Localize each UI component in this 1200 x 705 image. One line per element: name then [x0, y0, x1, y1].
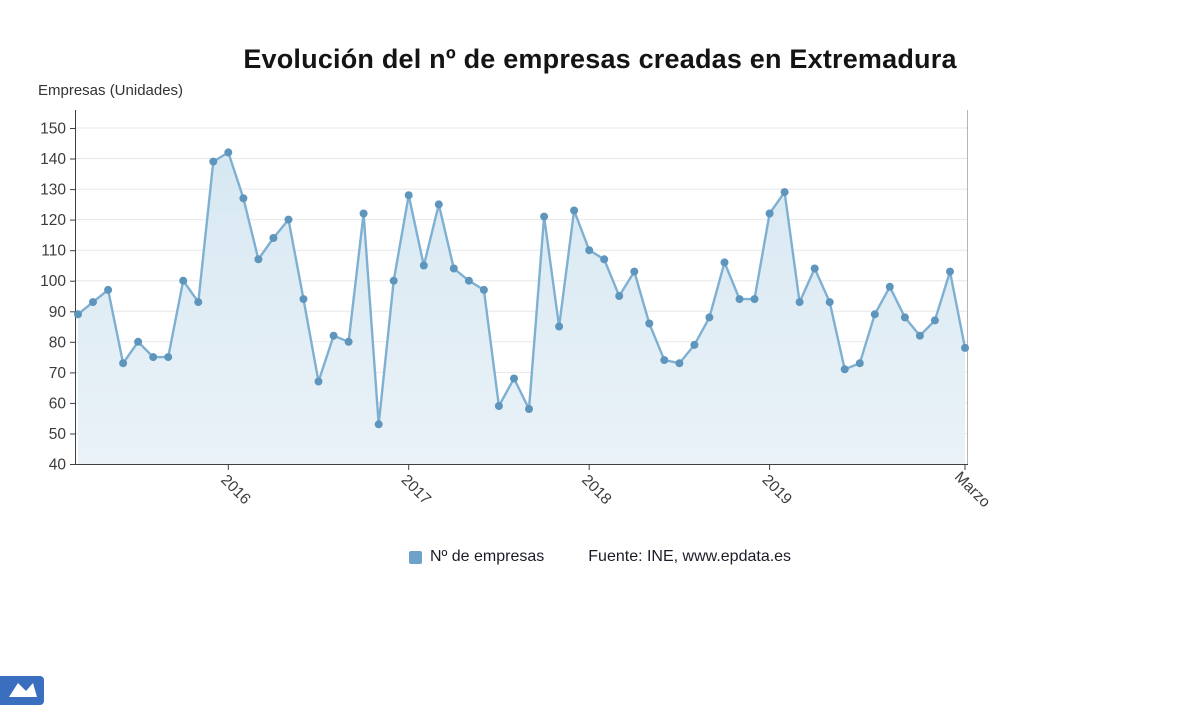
data-point[interactable] — [540, 212, 549, 221]
data-point[interactable] — [254, 255, 263, 264]
data-point[interactable] — [795, 298, 804, 307]
data-point[interactable] — [119, 359, 128, 368]
data-point[interactable] — [555, 322, 564, 331]
data-point[interactable] — [510, 374, 518, 383]
legend-marker-icon — [408, 550, 422, 564]
data-point[interactable] — [720, 258, 729, 267]
x-tick-label: 2018 — [578, 472, 614, 508]
data-point[interactable] — [479, 285, 488, 294]
data-point[interactable] — [840, 365, 849, 374]
y-tick-label: 120 — [40, 212, 66, 229]
y-tick-label: 90 — [49, 304, 67, 321]
data-point[interactable] — [314, 377, 323, 386]
data-point[interactable] — [239, 194, 248, 203]
x-tick-label: 2019 — [759, 472, 795, 508]
source-text: Fuente: INE, www.epdata.es — [588, 548, 792, 565]
data-point[interactable] — [765, 209, 774, 218]
data-point[interactable] — [780, 188, 789, 197]
data-point[interactable] — [209, 157, 218, 166]
data-point[interactable] — [810, 264, 819, 273]
x-tick-label: Marzo — [951, 469, 993, 511]
data-point[interactable] — [675, 359, 684, 368]
y-tick-label: 100 — [40, 273, 66, 290]
legend: Nº de empresas Fuente: INE, www.epdata.e… — [0, 548, 1200, 566]
y-axis-unit-label: Empresas (Unidades) — [38, 82, 184, 99]
epdata-logo — [0, 676, 44, 705]
data-point[interactable] — [149, 353, 158, 362]
data-point[interactable] — [930, 316, 939, 325]
data-point[interactable] — [419, 261, 428, 270]
data-point[interactable] — [164, 353, 173, 362]
data-point[interactable] — [946, 267, 954, 276]
data-point[interactable] — [750, 295, 759, 304]
data-point[interactable] — [600, 255, 609, 264]
data-point[interactable] — [389, 276, 398, 285]
data-point[interactable] — [915, 331, 924, 340]
page-title: Evolución del nº de empresas creadas en … — [243, 44, 957, 75]
data-point[interactable] — [299, 295, 308, 304]
data-point[interactable] — [825, 298, 834, 307]
epdata-logo-mark-icon — [9, 683, 37, 697]
data-point[interactable] — [900, 313, 909, 322]
data-point[interactable] — [494, 402, 503, 410]
x-tick-label: 2017 — [398, 472, 434, 508]
data-point[interactable] — [630, 267, 639, 276]
y-tick-label: 50 — [49, 426, 67, 443]
data-point[interactable] — [269, 234, 278, 242]
data-point[interactable] — [359, 209, 368, 218]
y-tick-label: 110 — [41, 243, 66, 260]
data-point[interactable] — [690, 340, 699, 349]
data-point[interactable] — [885, 282, 894, 291]
legend-label: Nº de empresas — [429, 548, 545, 565]
data-point[interactable] — [194, 298, 203, 307]
y-tick-label: 60 — [49, 395, 67, 412]
data-point[interactable] — [224, 148, 233, 157]
data-point[interactable] — [449, 264, 458, 273]
data-point[interactable] — [570, 206, 579, 215]
data-point[interactable] — [179, 276, 188, 285]
data-point[interactable] — [284, 215, 293, 224]
data-point[interactable] — [705, 313, 714, 322]
data-point[interactable] — [525, 405, 533, 413]
data-point[interactable] — [615, 292, 624, 300]
data-point[interactable] — [735, 295, 744, 304]
x-tick-label: 2016 — [217, 472, 253, 508]
data-point[interactable] — [434, 200, 443, 209]
data-point[interactable] — [961, 343, 969, 352]
y-tick-label: 40 — [49, 457, 67, 474]
data-point[interactable] — [89, 298, 97, 307]
y-tick-label: 150 — [40, 121, 66, 138]
line-chart: 40 50 60 70 80 90 100 110 120 130 140 150 2016 2017 20… — [40, 110, 993, 511]
y-tick-label: 130 — [40, 182, 66, 199]
data-point[interactable] — [374, 420, 383, 429]
area-fill — [78, 152, 965, 464]
y-tick-label: 140 — [40, 151, 66, 168]
data-point[interactable] — [344, 337, 353, 346]
data-point[interactable] — [645, 319, 654, 328]
data-point[interactable] — [870, 310, 879, 319]
data-point[interactable] — [855, 359, 864, 368]
y-tick-label: 70 — [49, 365, 67, 382]
data-point[interactable] — [104, 285, 113, 294]
data-point[interactable] — [585, 246, 594, 255]
data-point[interactable] — [74, 310, 82, 319]
data-point[interactable] — [464, 276, 473, 285]
data-point[interactable] — [660, 356, 669, 365]
data-point[interactable] — [134, 337, 143, 346]
data-point[interactable] — [329, 331, 338, 340]
data-point[interactable] — [404, 191, 413, 200]
y-tick-label: 80 — [49, 334, 67, 351]
legend-item-empresas[interactable]: Nº de empresas — [408, 548, 545, 566]
